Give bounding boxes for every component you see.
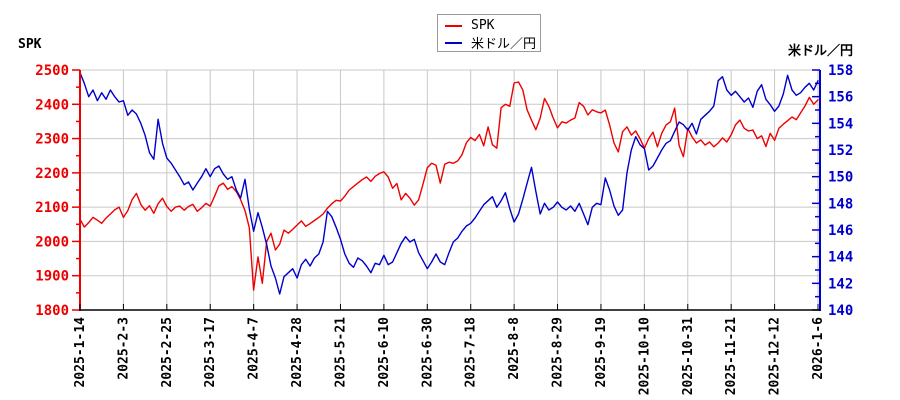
left-axis-title: SPK [18,37,42,52]
svg-text:2300: 2300 [35,132,69,148]
svg-text:1900: 1900 [35,269,69,285]
svg-text:2000: 2000 [35,234,69,250]
legend-item-usdjpy: 米ドル／円 [445,34,540,52]
svg-text:1800: 1800 [35,303,69,319]
svg-text:2025-8-29: 2025-8-29 [551,317,566,387]
svg-text:2025-11-21: 2025-11-21 [724,317,739,395]
svg-text:148: 148 [828,196,853,212]
svg-text:2100: 2100 [35,200,69,216]
svg-text:140: 140 [828,303,853,319]
svg-text:2025-3-17: 2025-3-17 [203,317,218,387]
svg-text:2026-1-6: 2026-1-6 [811,317,826,380]
svg-text:142: 142 [828,276,853,292]
legend-item-spk: SPK [445,17,540,34]
svg-text:144: 144 [828,250,853,266]
legend-label-usdjpy: 米ドル／円 [471,37,537,52]
svg-text:2025-4-7: 2025-4-7 [247,317,262,380]
svg-text:2025-8-8: 2025-8-8 [507,317,522,380]
svg-text:2025-12-12: 2025-12-12 [768,317,783,395]
usdjpy-line-swatch [445,41,462,44]
svg-text:2025-5-21: 2025-5-21 [333,317,348,388]
legend: SPK 米ドル／円 [437,14,541,52]
svg-text:2025-2-25: 2025-2-25 [160,317,175,387]
svg-text:2025-1-14: 2025-1-14 [73,317,88,388]
svg-text:2500: 2500 [35,63,69,79]
svg-text:2025-10-10: 2025-10-10 [637,317,652,395]
svg-text:146: 146 [828,223,853,239]
legend-label-spk: SPK [471,18,495,33]
svg-text:152: 152 [828,143,853,159]
svg-text:2025-7-18: 2025-7-18 [464,317,479,388]
svg-text:156: 156 [828,90,853,106]
svg-text:2025-2-3: 2025-2-3 [116,317,131,380]
svg-text:2400: 2400 [35,97,69,113]
svg-text:154: 154 [828,116,853,132]
svg-text:2025-6-30: 2025-6-30 [420,317,435,388]
svg-text:2025-6-10: 2025-6-10 [377,317,392,388]
svg-text:2025-10-31: 2025-10-31 [681,317,696,395]
svg-text:2200: 2200 [35,166,69,182]
svg-text:2025-4-28: 2025-4-28 [290,317,305,388]
right-axis-title: 米ドル／円 [788,44,854,59]
spk-line-swatch [445,24,462,27]
svg-text:150: 150 [828,170,853,186]
svg-text:158: 158 [828,63,853,79]
svg-text:2025-9-19: 2025-9-19 [594,317,609,387]
